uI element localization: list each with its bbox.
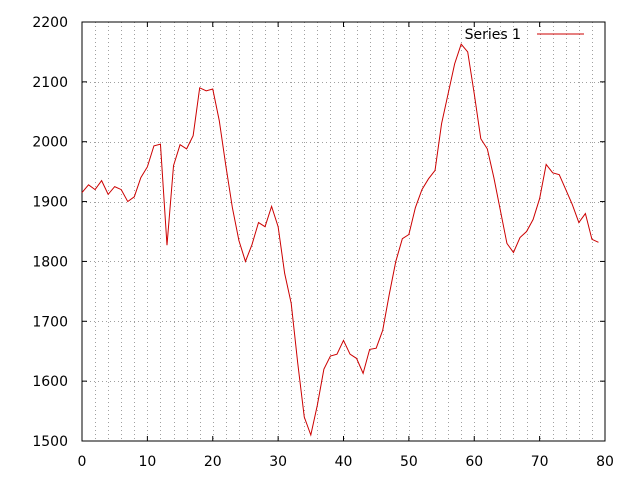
x-tick-label: 20 [204, 454, 222, 470]
y-tick-label: 2000 [32, 135, 68, 151]
x-tick-label: 80 [596, 454, 614, 470]
y-tick-label: 1700 [32, 314, 68, 330]
x-tick-label: 10 [138, 454, 156, 470]
legend: Series 1 [465, 27, 584, 43]
x-tick-label: 50 [400, 454, 418, 470]
x-tick-label: 30 [269, 454, 287, 470]
legend-label: Series 1 [465, 27, 521, 43]
y-tick-label: 1600 [32, 374, 68, 390]
y-tick-label: 2100 [32, 75, 68, 91]
x-tick-label: 40 [335, 454, 353, 470]
series-line [81, 43, 599, 437]
series-layer [81, 43, 599, 437]
y-tick-label: 2200 [32, 15, 68, 31]
y-tick-label: 1500 [32, 434, 68, 450]
axis-ticks: 0 10 20 30 40 50 60 70 80 1500 1600 1700 1800 1900 200… [32, 15, 614, 470]
x-tick-label: 70 [531, 454, 549, 470]
y-tick-label: 1900 [32, 195, 68, 211]
x-tick-label: 0 [78, 454, 87, 470]
x-tick-label: 60 [465, 454, 483, 470]
y-tick-label: 1800 [32, 254, 68, 270]
